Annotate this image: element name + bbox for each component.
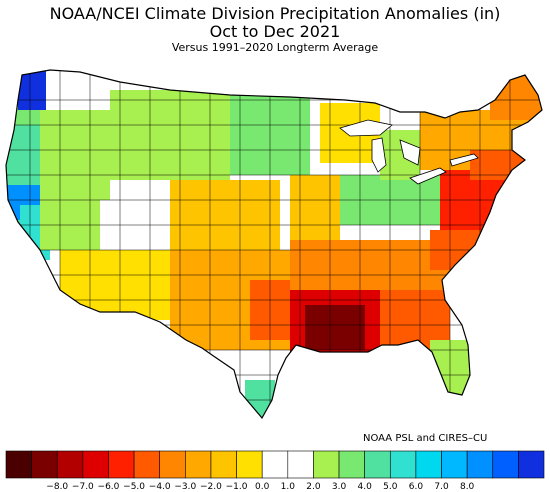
- legend-swatch: [338, 450, 365, 479]
- legend-tick-label: 2.0: [306, 482, 321, 492]
- legend-swatch: [56, 450, 84, 479]
- data-credit: NOAA PSL and CIRES–CU: [363, 433, 488, 444]
- division-dry: [470, 150, 530, 180]
- division-slightly-wet: [40, 110, 110, 250]
- legend-tick-label: −2.0: [200, 482, 222, 492]
- color-legend: −8.0 −7.0 −6.0 −5.0 −4.0 −3.0 −2.0 −1.0 0.0 1.0 2.…: [5, 450, 545, 492]
- lake-ontario: [449, 153, 479, 167]
- legend-swatch: [518, 450, 545, 479]
- lake-erie: [409, 167, 447, 185]
- legend-tick-label: 0.0: [255, 482, 270, 492]
- division-slightly-wet: [110, 90, 230, 180]
- legend-swatch: [492, 450, 519, 479]
- legend-tick-label: 5.0: [383, 482, 398, 492]
- division-dry: [170, 180, 280, 250]
- legend-tick-label: −8.0: [46, 482, 68, 492]
- great-lakes: [339, 119, 479, 185]
- legend-swatch: [389, 450, 417, 479]
- legend-tick-labels: −8.0 −7.0 −6.0 −5.0 −4.0 −3.0 −2.0 −1.0 0.0 1.0 2.…: [46, 482, 474, 492]
- legend-swatch: [159, 450, 186, 479]
- lake-huron: [399, 139, 421, 166]
- map-subtitle: Versus 1991–2020 Longterm Average: [171, 41, 379, 54]
- legend-swatch: [415, 450, 442, 479]
- legend-swatch: [466, 450, 494, 479]
- legend-tick-label: −1.0: [226, 482, 248, 492]
- legend-tick-label: −7.0: [72, 482, 94, 492]
- legend-swatches: [5, 450, 545, 479]
- legend-swatch: [261, 450, 289, 479]
- division-very-wet: [18, 70, 46, 110]
- legend-swatch: [185, 450, 212, 479]
- legend-tick-label: −4.0: [149, 482, 171, 492]
- legend-swatch: [441, 450, 468, 479]
- us-outline: [5, 69, 543, 420]
- legend-tick-label: −3.0: [174, 482, 196, 492]
- legend-swatch: [236, 450, 263, 479]
- division-very-dry: [305, 305, 365, 350]
- legend-swatch: [133, 450, 161, 479]
- map-period: Oct to Dec 2021: [209, 22, 341, 41]
- legend-tick-label: 3.0: [332, 482, 347, 492]
- legend-swatch: [108, 450, 135, 479]
- legend-tick-label: 4.0: [358, 482, 373, 492]
- legend-swatch: [287, 450, 314, 479]
- legend-tick-label: 8.0: [460, 482, 475, 492]
- legend-tick-label: 7.0: [434, 482, 449, 492]
- legend-swatch: [210, 450, 237, 479]
- map-title: NOAA/NCEI Climate Division Precipitation…: [49, 4, 501, 23]
- legend-swatch: [364, 450, 391, 479]
- precipitation-anomaly-map: [5, 69, 543, 420]
- climate-divisions: [6, 70, 542, 418]
- legend-swatch: [31, 450, 58, 479]
- legend-tick-label: 1.0: [281, 482, 296, 492]
- legend-swatch: [5, 450, 32, 479]
- legend-swatch: [313, 450, 340, 479]
- legend-tick-label: −6.0: [98, 482, 120, 492]
- lake-michigan: [371, 137, 387, 173]
- legend-tick-label: −5.0: [123, 482, 145, 492]
- lake-superior: [339, 119, 393, 137]
- legend-tick-label: 6.0: [409, 482, 424, 492]
- legend-swatch: [82, 450, 109, 479]
